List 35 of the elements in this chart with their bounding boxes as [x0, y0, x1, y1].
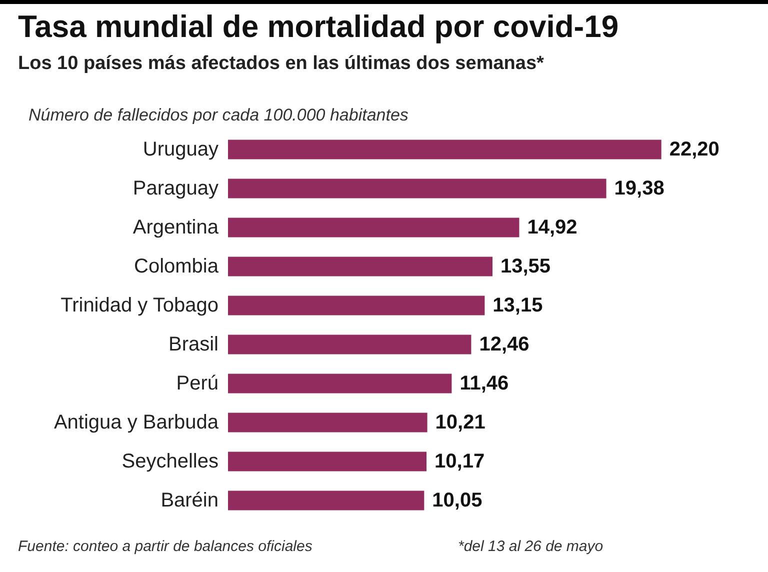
data-label: 14,92	[527, 216, 578, 238]
data-label: 12,46	[479, 334, 530, 356]
data-label: 13,15	[492, 294, 543, 316]
bar	[228, 218, 520, 238]
y-tick-label: Antigua y Barbuda	[54, 412, 220, 434]
y-tick-label: Colombia	[134, 256, 220, 278]
bar	[228, 178, 606, 198]
y-tick-label: Paraguay	[132, 178, 218, 200]
bar	[228, 490, 424, 510]
data-label: 13,55	[500, 256, 551, 278]
bar	[228, 452, 427, 472]
data-label: 11,46	[460, 372, 509, 394]
y-tick-label: Uruguay	[142, 138, 218, 160]
y-tick-label: Seychelles	[122, 450, 218, 472]
y-tick-label: Trinidad y Tobago	[60, 294, 218, 316]
bar	[228, 412, 428, 432]
bar	[228, 140, 662, 160]
source-note: Fuente: conteo a partir de balances oficiales	[18, 538, 312, 555]
bar	[228, 256, 492, 276]
data-label: 10,05	[432, 490, 482, 512]
data-label: 22,20	[669, 138, 720, 160]
y-tick-label: Baréin	[160, 490, 218, 512]
x-axis-title: Número de fallecidos por cada 100.000 habitantes	[28, 106, 409, 124]
data-label: 19,38	[614, 178, 664, 200]
y-tick-label: Brasil	[168, 334, 218, 356]
data-label: 10,17	[434, 450, 485, 472]
chart-subtitle: Los 10 países más afectados en las últimas dos semanas*	[18, 53, 545, 74]
bar	[228, 374, 452, 394]
bar	[228, 334, 472, 354]
y-tick-label: Argentina	[132, 216, 220, 238]
text: *del 13 al 26 de mayo	[458, 538, 604, 555]
y-tick-label: Perú	[176, 372, 218, 394]
data-label: 10,21	[435, 412, 486, 434]
chart-title: Tasa mundial de mortalidad por covid-19	[18, 9, 619, 44]
bar	[228, 296, 485, 316]
